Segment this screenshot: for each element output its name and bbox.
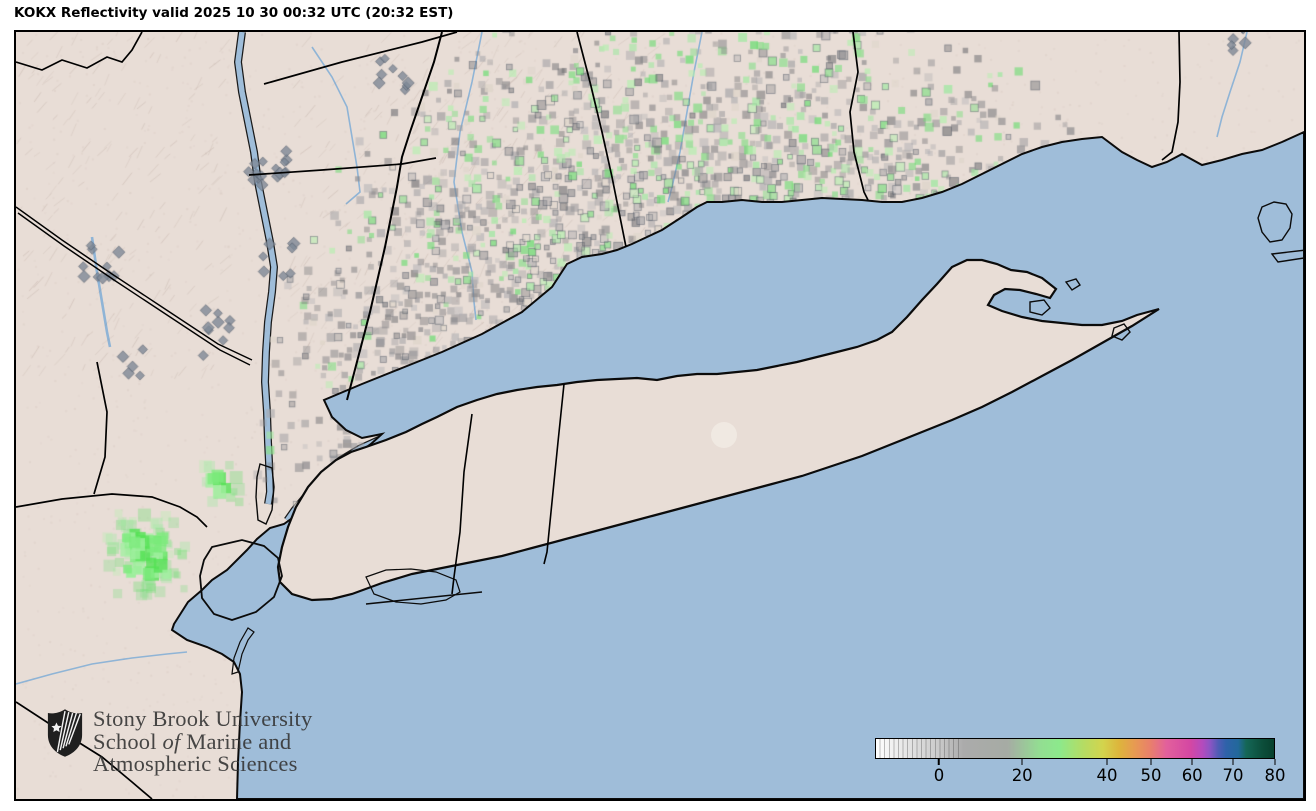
radar-site-marker bbox=[711, 422, 737, 448]
state-county-borders bbox=[16, 32, 1181, 799]
stony-brook-logo: Stony Brook University School of Marine … bbox=[46, 706, 313, 776]
colorbar-tick: 0 bbox=[934, 759, 944, 785]
logo-line-3: Atmospheric Sciences bbox=[93, 751, 298, 776]
colorbar-tick: 40 bbox=[1097, 759, 1118, 785]
radar-map: Stony Brook University School of Marine … bbox=[14, 30, 1306, 801]
page-title: KOKX Reflectivity valid 2025 10 30 00:32… bbox=[14, 5, 454, 21]
colorbar-striations bbox=[876, 739, 960, 758]
boundary-lines-svg bbox=[16, 32, 1304, 799]
logo-text: Stony Brook University School of Marine … bbox=[93, 706, 313, 776]
colorbar-tick: 80 bbox=[1265, 759, 1286, 785]
colorbar-tick: 20 bbox=[1012, 759, 1033, 785]
colorbar-tick: 70 bbox=[1223, 759, 1244, 785]
colorbar-tick: 50 bbox=[1141, 759, 1162, 785]
logo-line-1: Stony Brook University bbox=[93, 706, 313, 731]
colorbar-tick: 60 bbox=[1182, 759, 1203, 785]
logo-line-2: School of Marine and bbox=[93, 728, 292, 754]
reflectivity-colorbar bbox=[875, 738, 1275, 759]
colorbar-ticks: 0 20 40 50 60 70 80 bbox=[875, 759, 1286, 793]
sbu-shield-icon bbox=[47, 709, 83, 757]
